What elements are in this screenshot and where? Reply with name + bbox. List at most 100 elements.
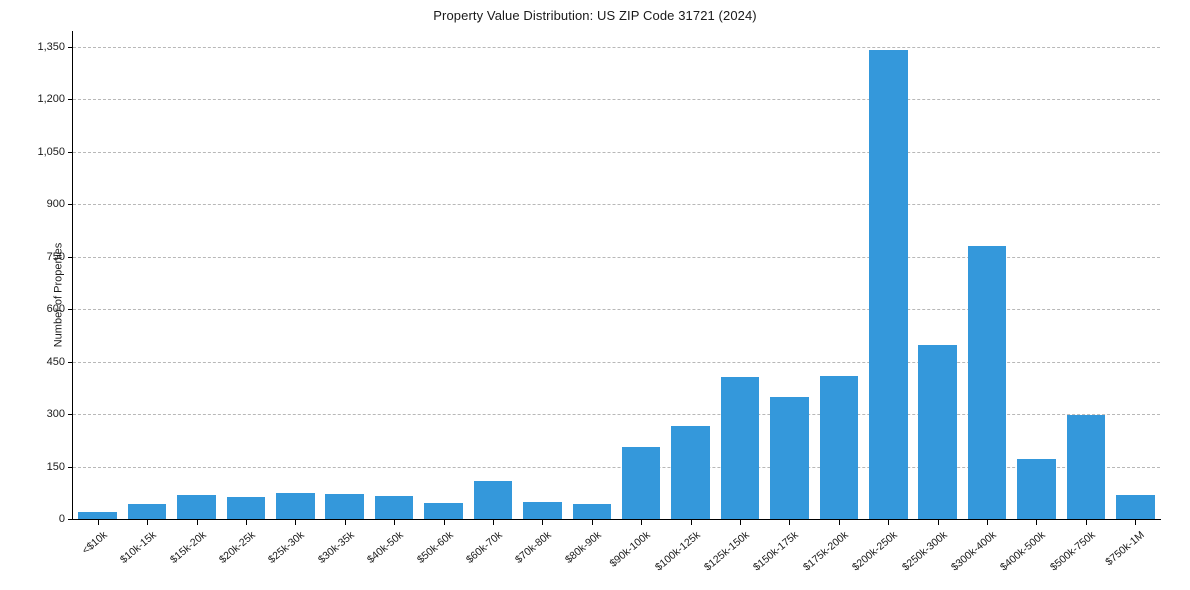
gridline — [73, 256, 1160, 258]
x-tick-label: $15k-20k — [167, 529, 209, 566]
x-tick-label: $500k-750k — [1047, 529, 1098, 574]
y-tick-label: 1,350 — [37, 40, 65, 53]
x-tick-label: $100k-125k — [652, 529, 703, 574]
y-tick-mark — [68, 309, 73, 311]
y-tick-mark — [68, 519, 73, 520]
bar — [868, 50, 908, 519]
bar — [918, 345, 957, 519]
x-tick-label: $20k-25k — [216, 529, 258, 566]
bar — [621, 447, 661, 519]
y-tick-mark — [68, 256, 73, 258]
bar — [572, 503, 612, 519]
x-tick-label: $300k-400k — [949, 529, 999, 574]
x-tick-mark — [1085, 520, 1087, 525]
chart-title: Property Value Distribution: US ZIP Code… — [433, 8, 757, 23]
x-tick-label: $750k-1M — [1103, 529, 1147, 569]
x-tick-label: $50k-60k — [414, 529, 456, 566]
bar — [720, 377, 760, 519]
x-tick-mark — [641, 520, 643, 525]
y-tick-label: 1,050 — [37, 145, 65, 158]
y-tick-label: 600 — [46, 303, 65, 316]
bar-series — [73, 31, 1160, 519]
x-tick-mark — [888, 520, 890, 525]
bar — [1017, 458, 1056, 519]
gridline — [73, 361, 1160, 363]
x-tick-mark — [987, 520, 989, 525]
x-tick-mark — [97, 520, 99, 525]
y-tick-mark — [68, 361, 73, 363]
gridline — [73, 466, 1160, 468]
y-tick-mark — [68, 99, 73, 101]
bar — [1116, 494, 1155, 519]
bar — [325, 493, 364, 519]
x-tick-mark — [344, 520, 346, 525]
bar — [770, 397, 809, 519]
y-tick-label: 300 — [46, 408, 65, 421]
y-tick-label: 1,200 — [37, 93, 65, 106]
x-tick-label: <$10k — [79, 529, 110, 557]
x-tick-mark — [443, 520, 445, 525]
bar — [276, 492, 315, 519]
bar — [374, 495, 414, 519]
x-tick-mark — [245, 520, 247, 525]
x-tick-mark — [295, 520, 297, 525]
x-tick-label: $150k-175k — [751, 529, 802, 574]
gridline — [73, 309, 1160, 311]
x-tick-mark — [740, 520, 742, 525]
x-tick-mark — [542, 520, 544, 525]
x-tick-label: $175k-200k — [800, 529, 851, 574]
y-axis-line — [72, 31, 73, 520]
y-tick-label: 150 — [46, 460, 65, 473]
gridline — [73, 46, 1160, 48]
x-tick-mark — [937, 520, 939, 525]
bar — [424, 502, 463, 519]
x-tick-label: $25k-30k — [266, 529, 308, 566]
x-tick-mark — [196, 520, 198, 525]
y-tick-mark — [68, 46, 73, 48]
x-tick-mark — [789, 520, 791, 525]
x-tick-mark — [147, 520, 149, 525]
gridline — [73, 151, 1160, 153]
bar — [671, 426, 710, 519]
y-tick-label: 750 — [46, 250, 65, 263]
bar — [1066, 414, 1106, 519]
x-tick-label: $10k-15k — [118, 529, 159, 566]
gridline — [73, 414, 1160, 416]
bar — [473, 480, 513, 519]
bar — [523, 501, 562, 519]
x-tick-label: $200k-250k — [850, 529, 900, 574]
x-tick-mark — [1135, 520, 1137, 525]
x-tick-mark — [1036, 520, 1038, 525]
bar — [78, 512, 117, 519]
x-tick-label: $40k-50k — [365, 529, 406, 566]
x-tick-label: $60k-70k — [463, 529, 505, 566]
x-tick-mark — [690, 520, 692, 525]
x-tick-label: $80k-90k — [562, 529, 604, 566]
y-tick-mark — [68, 151, 73, 153]
bar — [177, 495, 216, 519]
x-axis-line — [72, 519, 1161, 521]
x-tick-label: $90k-100k — [607, 529, 653, 570]
x-tick-mark — [591, 520, 593, 525]
y-tick-mark — [68, 466, 73, 468]
x-tick-mark — [394, 520, 396, 525]
y-tick-label: 0 — [58, 513, 65, 525]
bar — [226, 496, 266, 519]
y-tick-label: 450 — [46, 355, 65, 368]
bar — [967, 246, 1007, 519]
bar — [819, 375, 859, 519]
x-tick-label: $70k-80k — [513, 529, 555, 566]
y-tick-mark — [68, 414, 73, 416]
x-tick-label: $400k-500k — [998, 529, 1049, 574]
x-tick-mark — [838, 520, 840, 525]
y-tick-mark — [68, 204, 73, 206]
gridline — [73, 204, 1160, 206]
x-tick-label: $125k-150k — [701, 529, 752, 574]
x-tick-label: $30k-35k — [315, 529, 357, 566]
x-tick-mark — [492, 520, 494, 525]
gridline — [73, 99, 1160, 101]
bar — [127, 503, 167, 519]
x-tick-label: $250k-300k — [899, 529, 950, 574]
y-tick-label: 900 — [46, 198, 65, 211]
